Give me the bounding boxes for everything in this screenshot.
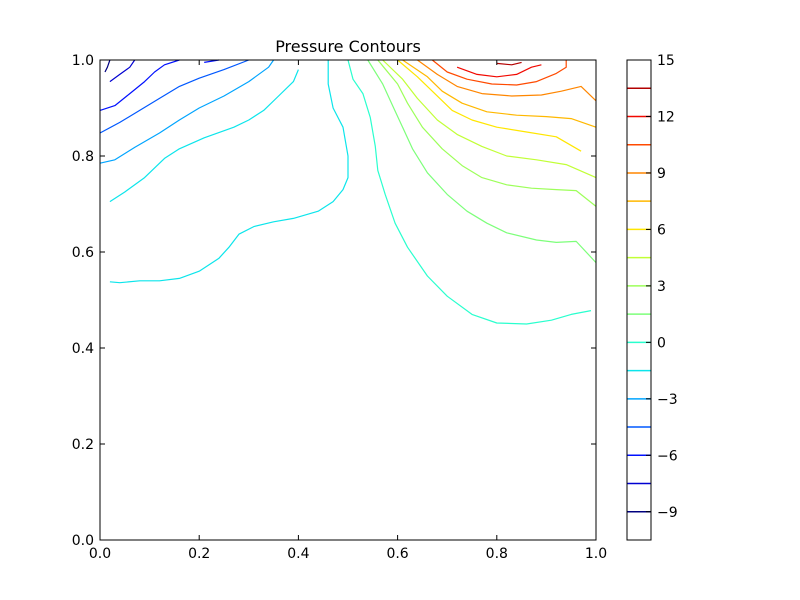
plot-background xyxy=(100,60,596,540)
contour-line-18 xyxy=(496,61,522,66)
contour-line-12 xyxy=(382,59,597,179)
contour-line-6 xyxy=(109,69,299,203)
contour-line-5 xyxy=(99,59,275,164)
colorbar-tick-label: −9 xyxy=(657,505,678,521)
contour-line-0 xyxy=(104,59,111,73)
x-axis-ticks: 0.0 0.2 0.4 0.6 0.8 1.0 xyxy=(89,60,607,562)
x-tick-label: 0.8 xyxy=(486,546,508,562)
colorbar-tick-label: 3 xyxy=(657,279,666,295)
y-tick-label: 0.6 xyxy=(72,245,94,261)
contour-line-9 xyxy=(347,59,592,325)
contour-line-10 xyxy=(367,59,597,264)
x-tick-label: 1.0 xyxy=(585,546,607,562)
colorbar-tick-label: 9 xyxy=(657,166,666,182)
x-tick-label: 0.4 xyxy=(287,546,309,562)
y-tick-label: 0.2 xyxy=(72,437,94,453)
contour-line-13 xyxy=(397,59,582,152)
contour-line-7 xyxy=(109,60,349,284)
colorbar-tick-label: 6 xyxy=(657,222,666,238)
contour-lines xyxy=(99,59,597,325)
colorbar-background xyxy=(627,60,651,540)
x-tick-label: 0.2 xyxy=(188,546,210,562)
colorbar-tick-label: −3 xyxy=(657,392,678,408)
contour-line-2 xyxy=(99,59,180,111)
colorbar-tick-label: 15 xyxy=(657,53,675,69)
x-tick-label: 0.6 xyxy=(386,546,408,562)
y-tick-label: 0.0 xyxy=(72,533,94,549)
chart-title: Pressure Contours xyxy=(275,37,421,56)
colorbar-tick-label: −6 xyxy=(657,448,678,464)
colorbar-frame xyxy=(626,59,652,541)
colorbar: 15 12 9 6 3 0 −3 −6 −9 xyxy=(626,53,678,541)
x-tick-label: 0.0 xyxy=(89,546,111,562)
contour-line-14 xyxy=(402,59,597,128)
contour-line-4 xyxy=(99,59,250,134)
contour-line-15 xyxy=(417,59,597,102)
contour-line-17 xyxy=(456,64,542,78)
y-tick-label: 0.8 xyxy=(72,149,94,165)
contour-line-11 xyxy=(377,59,597,207)
contour-line-16 xyxy=(431,59,567,86)
plot-area: 0.0 0.2 0.4 0.6 0.8 1.0 0.0 0.2 0.4 0.6 0.8 1.0 xyxy=(72,53,607,562)
plot-frame xyxy=(99,59,597,541)
y-axis-ticks: 0.0 0.2 0.4 0.6 0.8 1.0 xyxy=(72,53,596,549)
contour-line-1 xyxy=(109,59,136,83)
y-tick-label: 1.0 xyxy=(72,53,94,69)
y-tick-label: 0.4 xyxy=(72,341,94,357)
colorbar-tick-label: 12 xyxy=(657,109,675,125)
colorbar-ticks: 15 12 9 6 3 0 −3 −6 −9 xyxy=(646,53,678,521)
colorbar-tick-label: 0 xyxy=(657,335,666,351)
